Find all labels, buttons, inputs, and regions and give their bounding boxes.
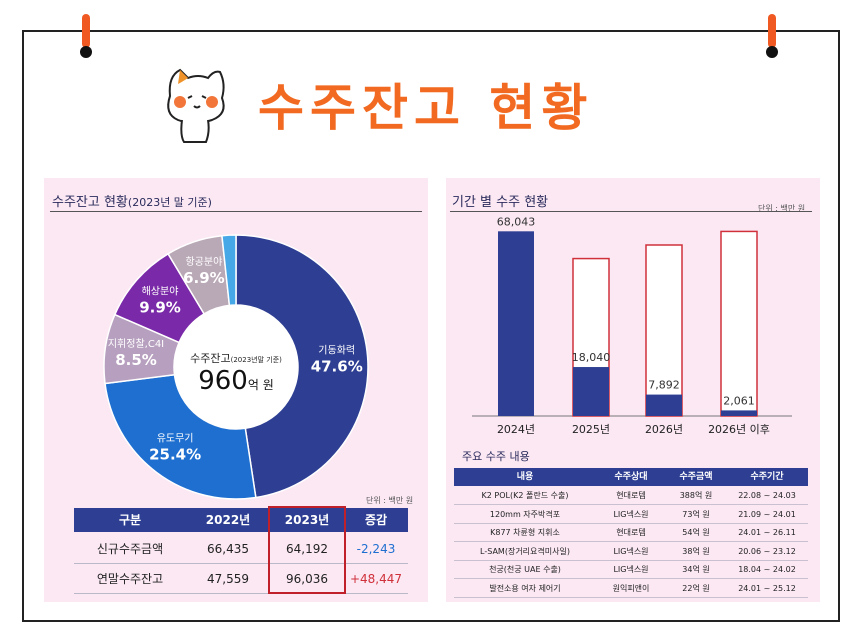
cell-client: LIG넥스원 bbox=[613, 509, 649, 519]
cell-period: 20.06 ~ 23.12 bbox=[738, 546, 796, 556]
left-col-header: 증감 bbox=[364, 513, 388, 527]
right-unit-note: 단위 : 백만 원 bbox=[758, 204, 806, 213]
left-panel-title: 수주잔고 현황(2023년 말 기준) bbox=[52, 191, 212, 210]
table-row: 신규수주금액 66,435 64,192 -2,243 bbox=[74, 534, 408, 564]
cell-content: K2 POL(K2 폴란드 수출) bbox=[481, 491, 569, 500]
right-col-header: 수주상대 bbox=[614, 472, 648, 482]
cell-amount: 54억 원 bbox=[682, 528, 710, 538]
cell-content: 천궁(천궁 UAE 수출) bbox=[489, 565, 561, 575]
center-value-unit: 억 원 bbox=[247, 378, 274, 392]
row-change: +48,447 bbox=[349, 572, 403, 586]
table-row: 120mm 자주박격포 LIG넥스원 73억 원 21.09 ~ 24.01 bbox=[454, 506, 808, 524]
table-row: 천궁(천궁 UAE 수출) LIG넥스원 34억 원 18.04 ~ 24.02 bbox=[454, 561, 808, 580]
cell-amount: 388억 원 bbox=[679, 491, 713, 500]
cell-content: K877 차륜형 지휘소 bbox=[490, 528, 560, 538]
cell-period: 21.09 ~ 24.01 bbox=[738, 509, 796, 519]
cell-client: 원익피앤이 bbox=[612, 584, 650, 593]
cell-client: 현대로템 bbox=[616, 491, 646, 500]
right-panel-rule bbox=[450, 211, 812, 212]
cell-amount: 22억 원 bbox=[682, 584, 710, 593]
right-table-header: 내용 수주상대 수주금액 수주기간 bbox=[454, 468, 808, 486]
cell-client: 현대로템 bbox=[616, 528, 646, 538]
row-change: -2,243 bbox=[356, 542, 396, 556]
left-panel-title-main: 수주잔고 현황 bbox=[52, 195, 128, 210]
center-label: 수주잔고(2023년말 기준) bbox=[178, 350, 294, 366]
row-2023: 96,036 bbox=[286, 572, 328, 586]
center-value: 960억 원 bbox=[178, 366, 294, 396]
cell-client: LIG넥스원 bbox=[613, 565, 649, 575]
row-label: 연말수주잔고 bbox=[96, 572, 164, 586]
center-label-main: 수주잔고 bbox=[190, 352, 231, 365]
right-col-header: 수주금액 bbox=[679, 472, 713, 482]
right-panel-title: 기간 별 수주 현황 bbox=[452, 195, 549, 210]
left-col-header: 2023년 bbox=[284, 513, 330, 527]
highlight-2023-box bbox=[268, 506, 346, 594]
cell-amount: 73억 원 bbox=[682, 509, 710, 519]
left-panel-rule bbox=[50, 211, 422, 212]
cell-period: 24.01 ~ 26.11 bbox=[738, 528, 796, 538]
table-row: 연말수주잔고 47,559 96,036 +48,447 bbox=[74, 564, 408, 594]
left-col-header: 구분 bbox=[118, 513, 142, 527]
cell-period: 22.08 ~ 24.03 bbox=[738, 491, 796, 500]
left-col-header: 2022년 bbox=[205, 513, 251, 527]
table-row: 발전소용 여자 제어기 원익피앤이 22억 원 24.01 ~ 25.12 bbox=[454, 580, 808, 598]
right-col-header: 수주기간 bbox=[750, 472, 784, 482]
left-table-header: 구분 2022년 2023년 증감 bbox=[74, 508, 408, 532]
row-2023: 64,192 bbox=[286, 542, 328, 556]
cell-content: 발전소용 여자 제어기 bbox=[489, 584, 561, 593]
cell-amount: 34억 원 bbox=[682, 565, 710, 575]
table-row: L-SAM(장거리요격미사일) LIG넥스원 38억 원 20.06 ~ 23.12 bbox=[454, 543, 808, 561]
table-row: K877 차륜형 지휘소 현대로템 54억 원 24.01 ~ 26.11 bbox=[454, 524, 808, 543]
row-2022: 47,559 bbox=[207, 572, 249, 586]
cell-period: 24.01 ~ 25.12 bbox=[738, 584, 796, 593]
major-orders-subhead: 주요 수주 내용 bbox=[462, 450, 530, 463]
page-title: 수주잔고 현황 bbox=[258, 79, 594, 137]
left-panel-title-suffix: (2023년 말 기준) bbox=[127, 196, 212, 209]
center-value-number: 960 bbox=[198, 366, 248, 396]
cell-client: LIG넥스원 bbox=[613, 546, 649, 556]
row-label: 신규수주금액 bbox=[96, 542, 164, 556]
cat-mascot-icon bbox=[167, 68, 225, 143]
center-label-suffix: (2023년말 기준) bbox=[230, 356, 282, 364]
cell-period: 18.04 ~ 24.02 bbox=[738, 565, 796, 575]
cell-content: L-SAM(장거리요격미사일) bbox=[480, 546, 570, 556]
row-2022: 66,435 bbox=[207, 542, 249, 556]
cell-content: 120mm 자주박격포 bbox=[489, 509, 561, 519]
table-row: K2 POL(K2 폴란드 수출) 현대로템 388억 원 22.08 ~ 24.03 bbox=[454, 487, 808, 505]
left-unit-note: 단위 : 백만 원 bbox=[366, 496, 414, 505]
right-col-header: 내용 bbox=[516, 472, 534, 482]
cell-amount: 38억 원 bbox=[682, 546, 710, 556]
